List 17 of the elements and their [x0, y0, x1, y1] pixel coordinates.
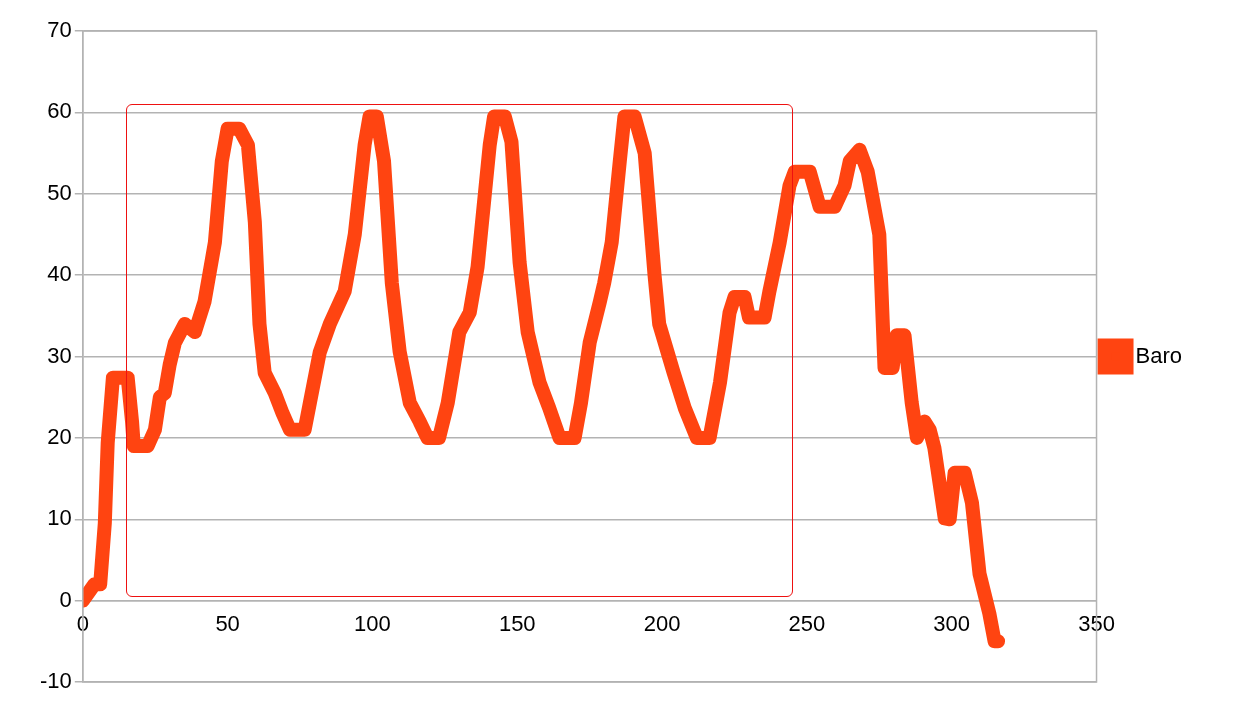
x-tick-label: 150: [498, 610, 536, 636]
x-tick-label: 350: [1078, 610, 1115, 636]
y-tick-label: -10: [40, 668, 72, 694]
y-tick-label: 0: [59, 586, 72, 612]
y-tick-label: 10: [47, 505, 72, 531]
y-tick-label: 20: [47, 423, 72, 449]
y-tick-label: 30: [47, 342, 72, 368]
x-tick-label: 100: [354, 610, 391, 636]
x-tick-label: 300: [933, 610, 971, 636]
y-tick-label: 60: [47, 98, 72, 124]
x-tick-label: 200: [643, 610, 681, 636]
x-tick-label: 50: [215, 610, 240, 636]
y-tick-label: 40: [47, 261, 72, 287]
legend-label: Baro: [1135, 342, 1183, 368]
y-tick-label: 50: [47, 179, 72, 205]
x-tick-label: 250: [788, 610, 826, 636]
y-tick-label: 70: [47, 17, 72, 43]
